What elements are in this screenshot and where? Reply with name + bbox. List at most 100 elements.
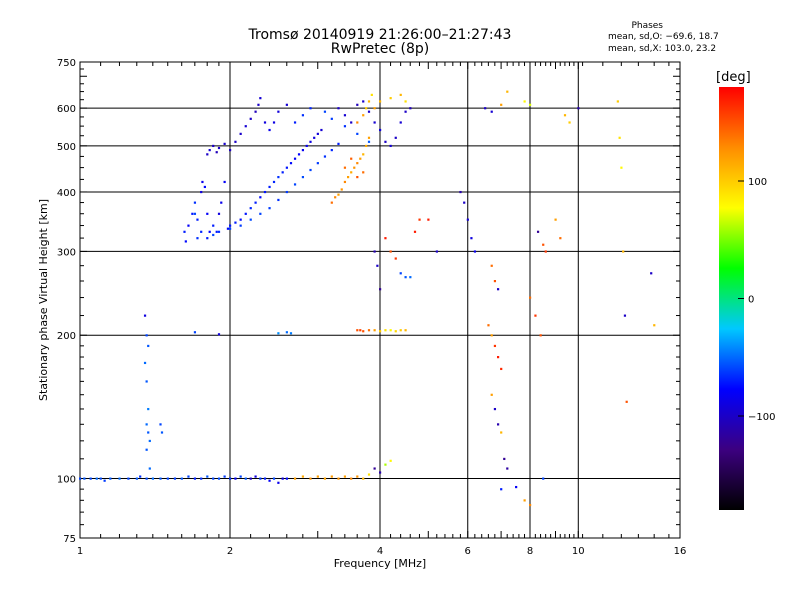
data-point [259,196,262,199]
data-point [399,329,402,332]
data-point [244,125,247,128]
data-point [148,467,151,470]
data-point [379,100,382,103]
data-point [539,334,542,337]
data-point [362,330,365,333]
data-point [367,136,371,139]
data-point [268,479,271,482]
data-point [215,230,218,233]
data-point [490,264,493,267]
data-point [109,477,112,480]
colorbar-tick-label: 0 [748,295,754,306]
data-point [373,107,376,110]
data-point [362,153,365,156]
data-point [285,103,288,106]
data-point [79,477,82,480]
data-point [384,463,387,466]
data-point [490,393,493,396]
data-point [409,107,412,110]
data-point [309,140,312,143]
data-point [343,166,347,169]
data-point [127,477,130,480]
data-point [362,100,365,103]
data-point [145,477,148,480]
data-point [500,367,503,371]
data-point [343,475,347,478]
data-point [384,329,387,332]
data-point [268,207,271,210]
data-point [183,230,186,233]
data-point [268,185,271,189]
data-point [496,288,500,291]
data-point [490,110,493,113]
stats-line-x: mean, sd,X: 103.0, 23.2 [608,44,717,54]
data-point [180,477,183,480]
x-tick-label: 2 [227,546,233,557]
data-point [217,230,221,233]
data-point [356,132,359,135]
data-point [362,171,365,174]
data-point [568,121,571,124]
data-point [272,121,276,124]
data-point [193,201,197,204]
y-tick-label: 600 [57,104,76,115]
data-point [277,332,280,335]
data-point [263,190,267,194]
data-point [399,121,402,124]
chart-subtitle: RwPretec (8p) [330,41,430,57]
data-point [500,488,503,491]
data-point [473,250,477,253]
data-point [515,485,518,489]
colorbar-label: [deg] [716,70,751,85]
data-point [376,264,379,267]
data-point [379,330,382,333]
data-point [399,93,402,96]
data-point [166,477,169,480]
x-tick-label: 10 [572,546,585,557]
data-point [542,243,545,246]
data-point [496,423,500,426]
data-point [650,272,653,275]
data-point [337,142,340,145]
data-point [285,477,288,480]
data-point [277,110,280,113]
data-point [293,183,297,186]
data-point [285,331,288,334]
data-point [529,103,532,106]
colorbar-ticks: 100 0 −100 [738,177,775,423]
data-point [316,162,319,165]
data-point [394,136,397,139]
data-point [301,175,305,179]
colorbar: 100 0 −100 [719,87,775,510]
colorbar-tick-label: 100 [748,177,767,188]
data-point [379,288,382,291]
data-point [365,144,368,148]
data-point [147,344,150,348]
data-point [343,125,347,128]
data-point [529,296,532,299]
data-point [160,431,164,434]
data-point [309,107,312,110]
x-axis-label: Frequency [MHz] [334,557,426,570]
data-point [435,250,438,253]
data-point [301,114,305,117]
data-point [212,224,215,227]
data-point [272,180,276,184]
data-point [350,121,353,124]
y-tick-label: 750 [57,58,76,69]
data-point [135,477,138,480]
data-point [373,121,376,124]
data-point [257,103,260,106]
data-point [367,329,371,332]
data-point [389,329,392,332]
data-point [147,407,150,411]
data-point [187,224,190,227]
data-point [500,103,503,106]
data-point [356,475,359,478]
y-tick-labels: 75 100 200 300 400 500 600 750 [57,58,76,545]
data-point [145,380,148,383]
data-point [493,407,497,411]
data-point [289,162,293,165]
data-point [212,233,215,237]
data-point [309,477,312,480]
